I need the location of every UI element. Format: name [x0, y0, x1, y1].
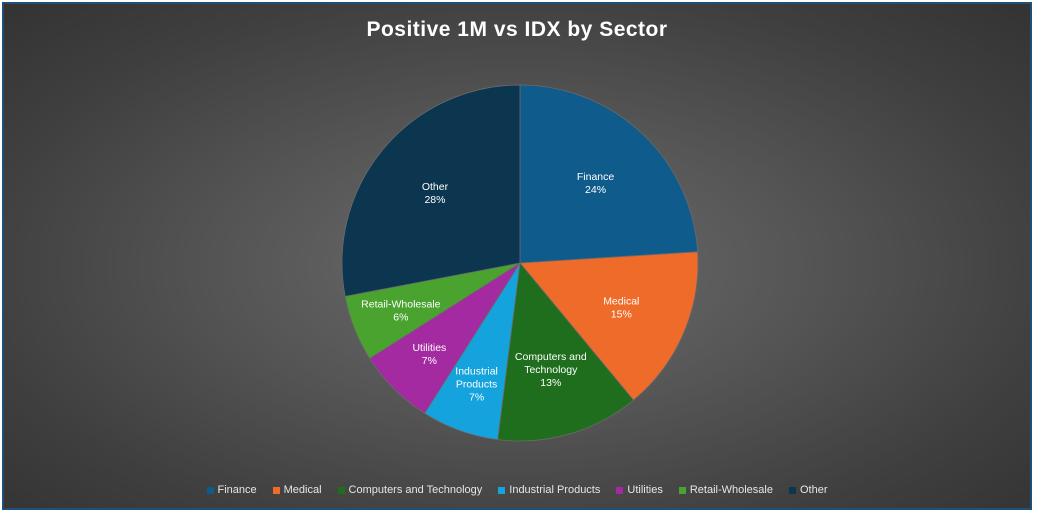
data-label-industrial-products: Industrial Products 7% [455, 366, 498, 404]
data-label-finance: Finance 24% [577, 171, 615, 196]
pie-slice-finance [519, 84, 699, 264]
legend-swatch [616, 486, 624, 494]
legend-item-other: Other [788, 484, 828, 496]
legend-swatch [678, 486, 686, 494]
legend-item-medical: Medical [272, 484, 322, 496]
legend-swatch [337, 486, 345, 494]
legend-swatch [272, 486, 280, 494]
data-label-other: Other 28% [422, 181, 449, 206]
legend-item-industrial-products: Industrial Products [498, 484, 600, 496]
legend-label: Retail-Wholesale [689, 484, 773, 496]
legend-label: Finance [217, 484, 257, 496]
legend-swatch [788, 486, 796, 494]
chart-frame: Positive 1M vs IDX by Sector Finance 24% M… [2, 2, 1032, 510]
data-label-retail-wholesale: Retail-Wholesale 6% [361, 299, 441, 324]
legend-swatch [206, 486, 214, 494]
pie-slice-medical [519, 251, 699, 401]
legend-label: Utilities [627, 484, 663, 496]
pie-chart: Finance 24% Medical 15% Computers and Technol… [341, 84, 699, 442]
legend-label: Industrial Products [509, 484, 601, 496]
legend-label: Computers and Technology [348, 484, 483, 496]
legend-item-utilities: Utilities [616, 484, 663, 496]
chart-title: Positive 1M vs IDX by Sector [366, 18, 668, 41]
chart-legend: Finance Medical Computers and Technology In… [4, 484, 1030, 496]
pie-slice-computers-and-technology [497, 262, 635, 442]
data-label-medical: Medical 15% [603, 295, 639, 320]
legend-item-computers-and-technology: Computers and Technology [337, 484, 483, 496]
data-label-utilities: Utilities 7% [412, 342, 446, 367]
pie-slice-other [341, 84, 521, 297]
legend-label: Medical [283, 484, 322, 496]
legend-item-retail-wholesale: Retail-Wholesale [678, 484, 773, 496]
legend-label: Other [799, 484, 828, 496]
data-label-computers-and-technology: Computers and Technology 13% [515, 351, 587, 389]
legend-swatch [498, 486, 506, 494]
legend-item-finance: Finance [206, 484, 257, 496]
